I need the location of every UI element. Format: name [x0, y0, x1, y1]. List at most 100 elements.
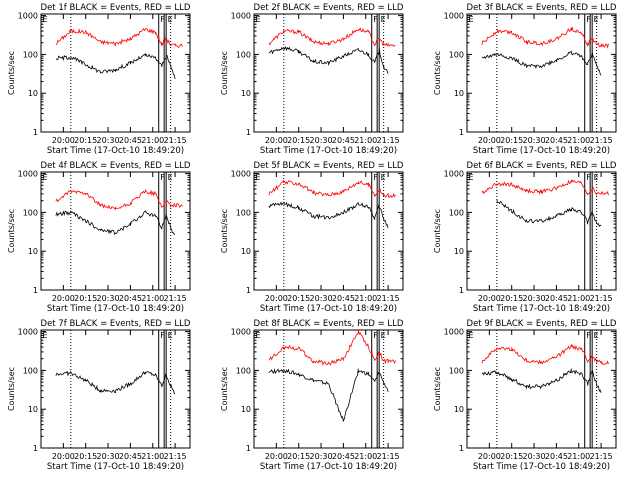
event-marker-label: E — [381, 331, 386, 340]
y-tick-label: 100 — [23, 50, 38, 59]
panel-title: Det 2f BLACK = Events, RED = LLD — [254, 3, 404, 13]
detector-panel-8: Det 8f BLACK = Events, RED = LLD 1 10 100 10… — [220, 319, 404, 472]
x-tick-label: 20:15 — [287, 136, 310, 145]
event-marker-label: F — [373, 173, 378, 182]
x-tick-label: 20:00 — [478, 294, 501, 303]
x-tick-label: 20:15 — [74, 294, 97, 303]
series-line-lld — [268, 179, 396, 199]
x-tick-label: 20:00 — [52, 294, 75, 303]
x-axis-title: Start Time (17-Oct-10 18:49:20) — [47, 304, 184, 314]
event-marker-label: E — [594, 15, 599, 24]
y-tick-label: 100 — [449, 366, 464, 375]
x-tick-label: 21:00 — [141, 294, 164, 303]
event-marker-label: F — [586, 331, 591, 340]
event-marker-label: F — [373, 331, 378, 340]
x-tick-label: 20:30 — [523, 136, 546, 145]
y-tick-label: 100 — [449, 208, 464, 217]
x-axis-title: Start Time (17-Oct-10 18:49:20) — [260, 304, 397, 314]
y-tick-label: 1 — [246, 286, 251, 295]
y-axis-title: Counts/sec — [220, 51, 229, 95]
flare-interval-box — [158, 329, 165, 449]
plot-frame — [40, 13, 191, 133]
event-marker-label: E — [256, 15, 261, 24]
panel-title: Det 6f BLACK = Events, RED = LLD — [467, 161, 617, 171]
y-axis-title: Counts/sec — [433, 367, 442, 411]
event-marker-label: E — [43, 331, 48, 340]
x-axis-title: Start Time (17-Oct-10 18:49:20) — [47, 146, 184, 156]
x-tick-label: 20:00 — [478, 136, 501, 145]
y-tick-label: 1000 — [444, 328, 464, 337]
x-axis-title: Start Time (17-Oct-10 18:49:20) — [473, 146, 610, 156]
series-line-lld — [481, 344, 609, 365]
y-tick-label: 10 — [454, 247, 464, 256]
x-tick-label: 21:15 — [590, 452, 613, 461]
x-tick-label: 20:45 — [545, 136, 568, 145]
y-tick-label: 10 — [28, 247, 38, 256]
x-axis-title: Start Time (17-Oct-10 18:49:20) — [473, 462, 610, 472]
event-marker-label: E — [469, 331, 474, 340]
series-line-events — [481, 50, 602, 76]
x-tick-label: 20:45 — [332, 136, 355, 145]
x-tick-label: 21:15 — [377, 136, 400, 145]
event-marker-label: E — [469, 173, 474, 182]
x-tick-label: 20:15 — [500, 136, 523, 145]
flare-interval-box — [371, 13, 378, 133]
y-tick-label: 1 — [246, 128, 251, 137]
plot-frame — [40, 329, 191, 449]
x-tick-label: 20:45 — [119, 136, 142, 145]
x-axis-title: Start Time (17-Oct-10 18:49:20) — [260, 462, 397, 472]
x-tick-label: 21:15 — [164, 136, 187, 145]
event-marker-label: E — [381, 15, 386, 24]
x-tick-label: 21:15 — [590, 294, 613, 303]
x-tick-label: 20:30 — [97, 452, 120, 461]
series-line-events — [496, 199, 602, 227]
y-tick-label: 1 — [459, 128, 464, 137]
y-tick-label: 100 — [236, 50, 251, 59]
x-tick-label: 21:00 — [567, 294, 590, 303]
x-tick-label: 20:15 — [287, 452, 310, 461]
series-line-lld — [268, 27, 396, 47]
event-marker-label: E — [594, 173, 599, 182]
flare-interval-box — [158, 171, 165, 291]
x-tick-label: 20:15 — [500, 452, 523, 461]
y-axis-title: Counts/sec — [433, 51, 442, 95]
y-axis-title: Counts/sec — [7, 51, 16, 95]
flare-interval-box — [584, 13, 591, 133]
x-tick-label: 20:30 — [310, 452, 333, 461]
x-tick-label: 20:45 — [332, 452, 355, 461]
series-line-lld — [55, 28, 183, 48]
plot-frame — [40, 171, 191, 291]
event-marker-label: F — [586, 15, 591, 24]
y-tick-label: 100 — [236, 208, 251, 217]
x-axis-title: Start Time (17-Oct-10 18:49:20) — [260, 146, 397, 156]
y-tick-label: 10 — [454, 405, 464, 414]
series-line-events — [55, 53, 176, 80]
y-tick-label: 10 — [241, 247, 251, 256]
detector-panel-5: Det 5f BLACK = Events, RED = LLD 1 10 100 10… — [220, 161, 404, 314]
x-tick-label: 20:15 — [74, 452, 97, 461]
y-tick-label: 1 — [33, 444, 38, 453]
panel-title: Det 9f BLACK = Events, RED = LLD — [467, 319, 617, 329]
x-tick-label: 20:30 — [310, 294, 333, 303]
event-marker-label: F — [160, 331, 165, 340]
y-tick-label: 1 — [459, 444, 464, 453]
x-tick-label: 20:30 — [523, 452, 546, 461]
x-tick-label: 20:15 — [74, 136, 97, 145]
y-tick-label: 1 — [246, 444, 251, 453]
y-axis-title: Counts/sec — [433, 209, 442, 253]
x-tick-label: 20:00 — [478, 452, 501, 461]
x-tick-label: 21:00 — [567, 452, 590, 461]
x-tick-label: 21:00 — [141, 136, 164, 145]
x-tick-label: 21:15 — [590, 136, 613, 145]
series-line-lld — [481, 179, 609, 197]
y-tick-label: 10 — [241, 89, 251, 98]
plot-frame — [466, 171, 617, 291]
x-tick-label: 21:00 — [354, 136, 377, 145]
y-tick-label: 1000 — [18, 12, 38, 21]
panel-title: Det 8f BLACK = Events, RED = LLD — [254, 319, 404, 329]
event-marker-label: F — [373, 15, 378, 24]
series-line-events — [268, 368, 389, 422]
series-line-lld — [55, 189, 183, 211]
x-axis-title: Start Time (17-Oct-10 18:49:20) — [473, 304, 610, 314]
